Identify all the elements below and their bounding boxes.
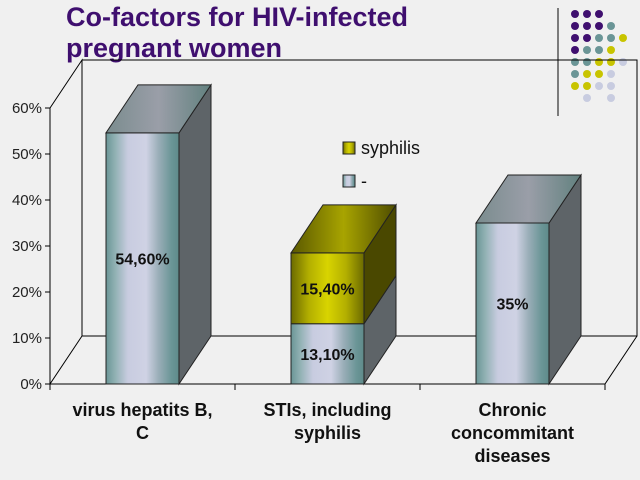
category-label: Chronic	[478, 400, 546, 420]
legend-label: syphilis	[361, 138, 420, 158]
legend-swatch	[342, 141, 356, 155]
decorative-dot	[607, 46, 615, 54]
decorative-dot	[595, 22, 603, 30]
category-label: diseases	[474, 446, 550, 466]
decorative-dot	[607, 82, 615, 90]
legend: syphilis -	[342, 138, 420, 191]
decorative-dot	[595, 58, 603, 66]
category-label: STIs, including	[263, 400, 391, 420]
legend-label: -	[361, 171, 367, 191]
title-line-1: Co-factors for HIV-infected	[66, 2, 409, 32]
decorative-dot	[595, 10, 603, 18]
decorative-dot	[607, 94, 615, 102]
decorative-dot	[583, 70, 591, 78]
y-tick-label: 0%	[20, 376, 42, 393]
decorative-dot	[607, 34, 615, 42]
data-label: 35%	[496, 297, 528, 314]
decorative-dot	[583, 58, 591, 66]
y-tick-label: 10%	[12, 330, 42, 347]
back-left-wall	[49, 58, 83, 385]
bar-top	[290, 204, 397, 254]
legend-swatch	[342, 174, 356, 188]
decorative-dot	[595, 34, 603, 42]
decorative-dot-grid	[571, 10, 627, 102]
category-label: C	[136, 423, 149, 443]
decorative-dot	[595, 70, 603, 78]
bar-top	[105, 84, 212, 134]
decorative-dot	[607, 58, 615, 66]
slide-title: Co-factors for HIV-infected pregnant wom…	[66, 2, 408, 64]
decorative-dot	[571, 34, 579, 42]
data-label: 13,10%	[300, 347, 354, 364]
decorative-dot	[595, 46, 603, 54]
decorative-dot	[607, 70, 615, 78]
y-tick-label: 50%	[12, 146, 42, 163]
bar-side	[178, 83, 212, 386]
decorative-dot	[583, 22, 591, 30]
data-label: 54,60%	[115, 251, 169, 268]
decorative-dot	[571, 22, 579, 30]
decorative-dot	[583, 82, 591, 90]
title-line-2: pregnant women	[66, 33, 283, 63]
decorative-dot	[619, 34, 627, 42]
decorative-dot	[571, 10, 579, 18]
category-label: virus hepatits B,	[72, 400, 212, 420]
decorative-dot	[583, 94, 591, 102]
bar-top	[475, 174, 582, 224]
decorative-dot	[619, 58, 627, 66]
category-label: concommitant	[451, 423, 574, 443]
decorative-dot	[571, 70, 579, 78]
decorative-dot	[571, 46, 579, 54]
bar-other	[290, 323, 365, 385]
y-tick-label: 20%	[12, 284, 42, 301]
decorative-dot	[607, 22, 615, 30]
bar-syphilis	[290, 252, 365, 325]
y-tick-label: 30%	[12, 238, 42, 255]
x-axis: virus hepatits B, C STIs, including syphili…	[72, 384, 606, 466]
y-axis: 0% 10% 20% 30% 40% 50% 60%	[12, 100, 50, 393]
y-tick-label: 60%	[12, 100, 42, 117]
decorative-dot	[583, 46, 591, 54]
decorative-dot	[571, 58, 579, 66]
y-tick-label: 40%	[12, 192, 42, 209]
decorative-dot	[583, 10, 591, 18]
data-label: 15,40%	[300, 281, 354, 298]
bars: 54,60% 13,10% 15,40% 35%	[105, 83, 582, 386]
decorative-dot	[583, 34, 591, 42]
decorative-dot	[571, 82, 579, 90]
category-label: syphilis	[294, 423, 361, 443]
decorative-dot	[595, 82, 603, 90]
